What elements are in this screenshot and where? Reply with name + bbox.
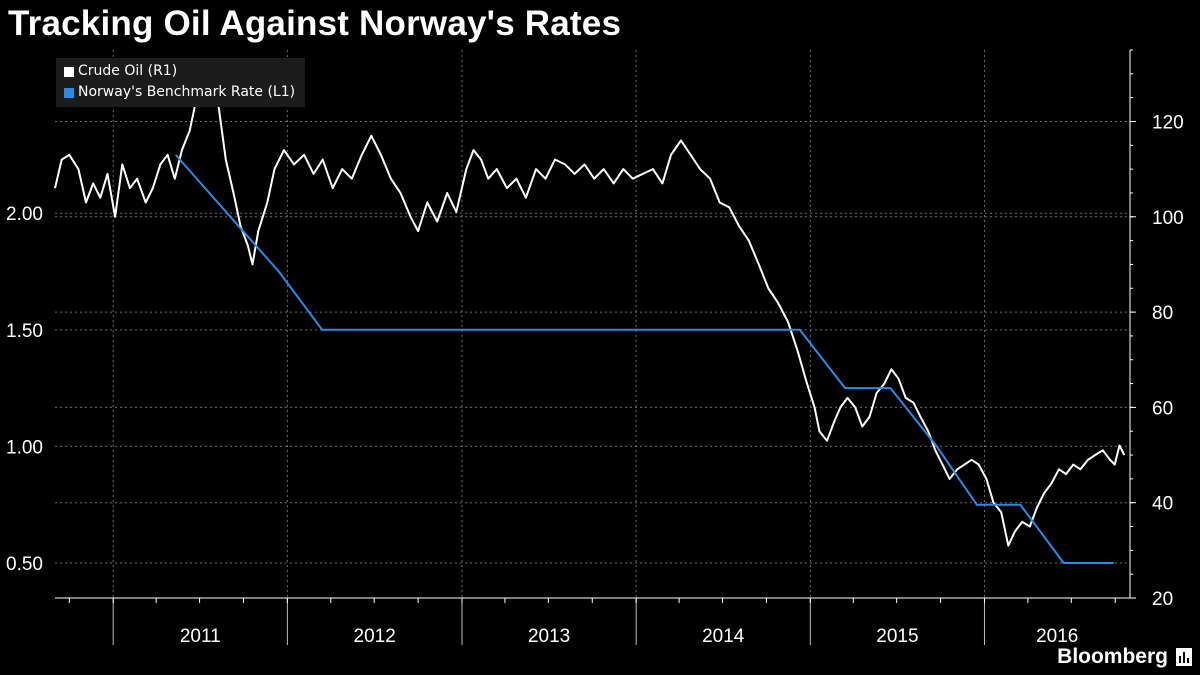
legend-label-rate: Norway's Benchmark Rate (L1) bbox=[78, 84, 296, 100]
bloomberg-chart-icon bbox=[1176, 648, 1192, 666]
legend: Crude Oil (R1) Norway's Benchmark Rate (… bbox=[56, 58, 306, 107]
x-tick-label: 2016 bbox=[1036, 626, 1078, 647]
axes bbox=[55, 49, 1136, 645]
x-tick-label: 2014 bbox=[702, 626, 745, 647]
y-left-tick-label: 1.50 bbox=[6, 321, 43, 342]
y-left-tick-label: 1.00 bbox=[6, 437, 43, 458]
x-tick-label: 2013 bbox=[528, 626, 570, 647]
bloomberg-logo: Bloomberg bbox=[1057, 645, 1192, 669]
y-right-tick-label: 100 bbox=[1152, 208, 1184, 229]
brand-label: Bloomberg bbox=[1057, 645, 1168, 668]
chart-title: Tracking Oil Against Norway's Rates bbox=[8, 4, 622, 43]
grid-lines bbox=[55, 50, 1130, 599]
y-right-tick-label: 40 bbox=[1152, 494, 1173, 515]
y-left-tick-label: 0.50 bbox=[6, 554, 43, 575]
x-tick-label: 2011 bbox=[180, 626, 221, 647]
series-line-norway-rate bbox=[174, 154, 1114, 564]
legend-item-oil: Crude Oil (R1) bbox=[64, 61, 295, 82]
y-right-tick-label: 80 bbox=[1152, 303, 1173, 324]
series-lines bbox=[54, 82, 1126, 564]
y-right-tick-label: 60 bbox=[1152, 398, 1173, 419]
x-tick-label: 2012 bbox=[354, 626, 396, 647]
legend-swatch-oil bbox=[64, 66, 74, 77]
legend-swatch-rate bbox=[64, 87, 74, 98]
y-left-tick-label: 2.00 bbox=[6, 204, 43, 225]
legend-item-rate: Norway's Benchmark Rate (L1) bbox=[64, 82, 295, 103]
tick-labels: 0.50 1.00 1.50 2.00 20 40 60 80 100 120 2011 2012 20… bbox=[6, 112, 1184, 647]
y-right-tick-label: 20 bbox=[1152, 589, 1173, 610]
legend-label-oil: Crude Oil (R1) bbox=[78, 63, 178, 79]
series-line-crude-oil bbox=[54, 82, 1126, 547]
y-right-tick-label: 120 bbox=[1152, 112, 1184, 133]
x-tick-label: 2015 bbox=[876, 626, 918, 647]
